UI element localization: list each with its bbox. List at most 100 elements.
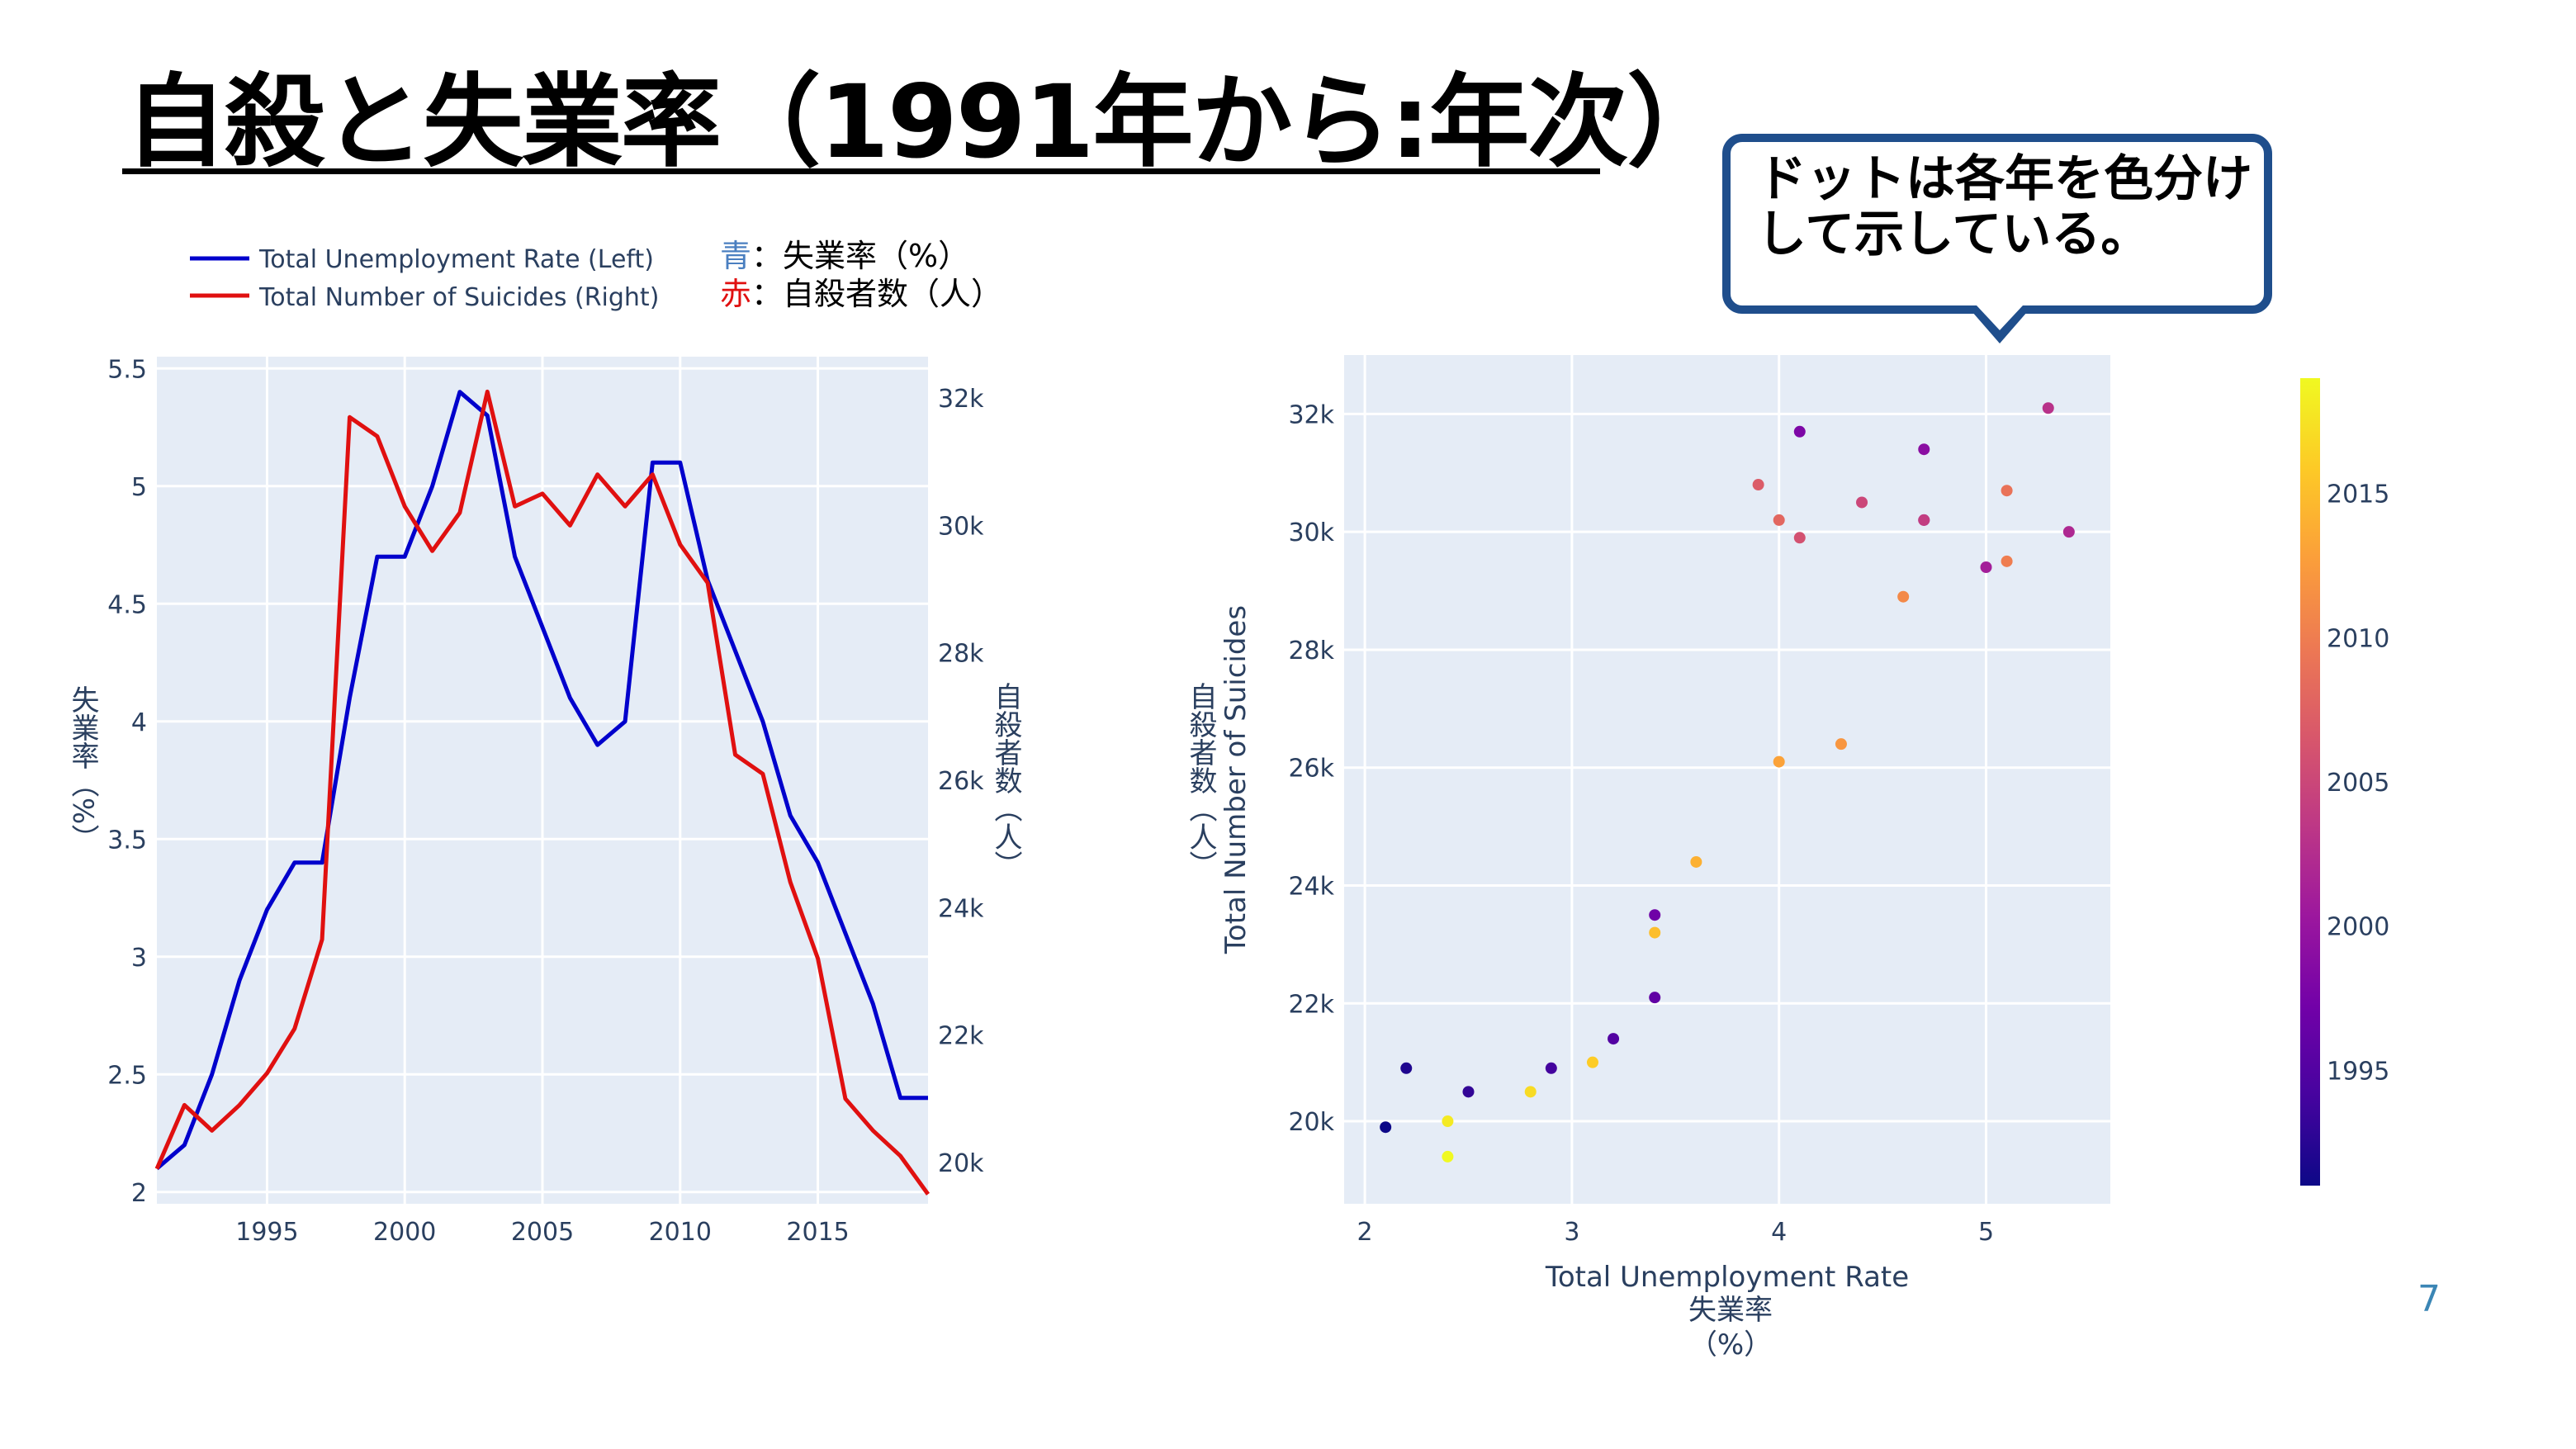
line-chart-ytick-left-label: 4.5: [107, 590, 147, 619]
scatter-ytick-label: 24k: [1288, 873, 1334, 902]
note-key-red: 赤: [720, 276, 751, 312]
scatter-point: [1773, 755, 1785, 768]
line-chart-ytick-right-label: 32k: [938, 385, 984, 414]
line-chart-ytick-right-label: 30k: [938, 512, 984, 541]
scatter-point: [1462, 1086, 1475, 1098]
line-chart-ytick-right-label: 20k: [938, 1149, 984, 1178]
scatter-point: [1752, 479, 1764, 491]
scatter-xlabel: Total Unemployment Rate: [1545, 1261, 1909, 1294]
legend-label-unemployment: Total Unemployment Rate (Left): [258, 245, 654, 274]
line-chart-ylabel-left: 失業率（%）: [66, 685, 99, 852]
line-chart-ytick-left-label: 2: [131, 1179, 147, 1208]
line-chart-xtick-label: 2000: [373, 1218, 436, 1247]
slide-title: 自殺と失業率（1991年から:年次）: [125, 64, 1727, 181]
scatter-point: [1545, 1062, 1557, 1074]
line-chart-xtick-label: 2015: [786, 1218, 849, 1247]
scatter-ytick-label: 26k: [1288, 755, 1334, 784]
scatter-point: [1980, 561, 1992, 573]
scatter-point: [1442, 1150, 1454, 1163]
scatter-point: [2001, 485, 2013, 497]
scatter-point: [1524, 1086, 1537, 1098]
scatter-point: [1918, 514, 1930, 526]
colorbar-tick-label: 2015: [2327, 481, 2389, 509]
line-chart-ytick-left-label: 3.5: [107, 826, 147, 855]
scatter-point: [1690, 855, 1702, 868]
line-chart-xtick-label: 1995: [235, 1218, 298, 1247]
scatter-point: [1793, 425, 1806, 438]
scatter-point: [1793, 532, 1806, 544]
scatter-point: [1856, 496, 1868, 509]
colorbar-ticks: 1995 2000 2005 2010 2015: [2327, 481, 2389, 1087]
note-text-blue: ：失業率（%）: [751, 238, 969, 274]
scatter-point: [2062, 526, 2075, 538]
svg-text:赤：自殺者数（人）: 赤：自殺者数（人）: [720, 276, 1002, 312]
series-line-suicides: [154, 389, 930, 1196]
line-chart: 1995 2000 2005 2010 2015 2 2.5 3 3.5 4 4.5 5 5.5 20k 2…: [66, 238, 1022, 1247]
legend-label-suicides: Total Number of Suicides (Right): [258, 283, 659, 312]
callout-text: ドットは各年を色分けして示している。: [1757, 150, 2252, 264]
scatter-point: [1649, 992, 1661, 1004]
line-chart-ytick-left-label: 3: [131, 944, 147, 973]
scatter-ylabel: Total Number of Suicides: [1219, 605, 1252, 954]
line-chart-xtick-label: 2005: [511, 1218, 574, 1247]
colorbar-tick-label: 2010: [2327, 624, 2389, 653]
note-text-red: ：自殺者数（人）: [751, 276, 1002, 312]
scatter-point: [1586, 1056, 1598, 1068]
scatter-ytick-label: 20k: [1288, 1108, 1334, 1137]
scatter-point: [1773, 514, 1785, 526]
scatter-xtick-label: 4: [1771, 1218, 1787, 1247]
colorbar-tick-label: 1995: [2327, 1057, 2389, 1086]
scatter-point: [1442, 1115, 1454, 1128]
line-chart-ylabel-right: 自殺者数（人）: [989, 682, 1022, 878]
line-chart-legend: Total Unemployment Rate (Left) Total Num…: [190, 245, 659, 312]
scatter-point: [1649, 926, 1661, 939]
scatter-plot-area: [1344, 355, 2110, 1204]
scatter-point: [1608, 1033, 1620, 1045]
scatter-point: [1897, 590, 1910, 603]
scatter-xtick-label: 3: [1564, 1218, 1579, 1247]
line-chart-series: [154, 389, 930, 1196]
line-chart-ytick-left-label: 2.5: [107, 1061, 147, 1090]
scatter-ticks: 2 3 4 5 20k 22k 24k 26k 28k 30k 32k: [1288, 400, 1994, 1247]
line-chart-ytick-right-label: 28k: [938, 640, 984, 669]
scatter-xlabel-sub: 失業率: [1688, 1294, 1773, 1327]
scatter-point: [2042, 402, 2054, 414]
scatter-point: [1400, 1062, 1413, 1074]
scatter-chart: 2 3 4 5 20k 22k 24k 26k 28k 30k 32k Total Unemploy…: [1184, 355, 2389, 1361]
line-chart-ytick-left-label: 4: [131, 708, 147, 737]
scatter-ytick-label: 28k: [1288, 637, 1334, 665]
page-number: 7: [2417, 1278, 2441, 1320]
line-chart-ytick-left-label: 5: [131, 473, 147, 502]
scatter-points: [1380, 402, 2075, 1163]
scatter-point: [1835, 738, 1847, 751]
colorbar: [2300, 378, 2320, 1186]
line-chart-ticks: 1995 2000 2005 2010 2015 2 2.5 3 3.5 4 4.5 5 5.5 20k 2…: [107, 355, 984, 1247]
scatter-point: [1918, 443, 1930, 456]
scatter-point: [2001, 555, 2013, 567]
line-chart-ytick-right-label: 24k: [938, 894, 984, 923]
svg-text:青：失業率（%）: 青：失業率（%）: [720, 238, 969, 274]
scatter-xlabel-unit: （%）: [1689, 1328, 1772, 1361]
colorbar-tick-label: 2005: [2327, 769, 2389, 798]
series-line-unemployment: [155, 390, 928, 1171]
scatter-ytick-label: 32k: [1288, 400, 1334, 429]
callout-tail-inner: [1977, 305, 2023, 330]
scatter-point: [1649, 909, 1661, 921]
colorbar-tick-label: 2000: [2327, 913, 2389, 942]
title-underline: [122, 168, 1600, 174]
scatter-grid: [1344, 355, 2110, 1204]
note-key-blue: 青: [720, 238, 751, 274]
scatter-xtick-label: 5: [1978, 1218, 1994, 1247]
line-chart-ytick-right-label: 22k: [938, 1022, 984, 1051]
scatter-ytick-label: 30k: [1288, 519, 1334, 547]
line-chart-grid: [157, 357, 928, 1204]
scatter-ytick-label: 22k: [1288, 990, 1334, 1019]
line-chart-ytick-right-label: 26k: [938, 767, 984, 796]
line-chart-notes: 青：失業率（%） 赤：自殺者数（人）: [720, 238, 1002, 312]
line-chart-ytick-left-label: 5.5: [107, 355, 147, 384]
scatter-point: [1380, 1121, 1392, 1134]
line-chart-xtick-label: 2010: [649, 1218, 712, 1247]
callout-box: [1722, 134, 2272, 314]
scatter-xtick-label: 2: [1357, 1218, 1373, 1247]
